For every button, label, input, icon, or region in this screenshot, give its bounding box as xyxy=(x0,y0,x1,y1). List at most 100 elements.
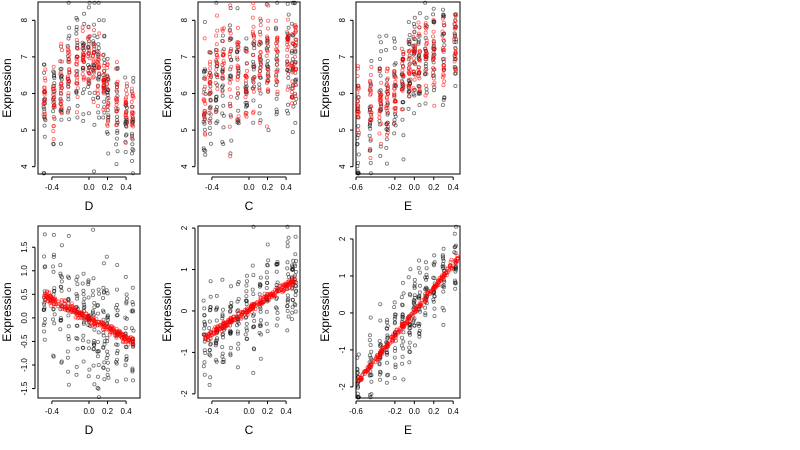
observed-point xyxy=(293,309,298,314)
fitted-point xyxy=(410,314,415,319)
observed-point xyxy=(393,362,398,367)
fitted-point xyxy=(453,50,458,55)
observed-point xyxy=(95,339,100,344)
observed-point xyxy=(369,373,374,378)
observed-point xyxy=(91,276,96,281)
observed-point xyxy=(227,309,232,314)
fitted-point xyxy=(384,109,389,114)
observed-point xyxy=(52,252,57,257)
fitted-point xyxy=(228,49,233,54)
fitted-point xyxy=(396,329,401,334)
fitted-point xyxy=(86,36,91,41)
fitted-point xyxy=(129,135,134,140)
observed-point xyxy=(257,330,262,335)
observed-point xyxy=(442,96,447,101)
fitted-point xyxy=(214,33,219,38)
fitted-point xyxy=(75,46,80,51)
fitted-point xyxy=(51,129,56,134)
observed-point xyxy=(95,35,100,40)
observed-point xyxy=(74,27,79,32)
fitted-point xyxy=(368,137,373,142)
fitted-point xyxy=(208,88,213,93)
fitted-point xyxy=(102,72,107,77)
observed-point xyxy=(214,0,219,5)
observed-point xyxy=(124,292,129,297)
observed-point xyxy=(384,145,389,150)
observed-point xyxy=(202,326,207,331)
fitted-point xyxy=(417,48,422,53)
observed-point xyxy=(377,372,382,377)
x-axis-title: D xyxy=(85,423,94,437)
observed-point xyxy=(42,171,47,176)
fitted-point xyxy=(416,33,421,38)
observed-point xyxy=(95,385,100,390)
observed-point xyxy=(236,279,241,284)
fitted-point xyxy=(251,6,256,11)
y-axis-title: Expression xyxy=(160,282,174,341)
fitted-point xyxy=(281,288,286,293)
observed-point xyxy=(59,288,64,293)
fitted-point xyxy=(228,154,233,159)
fitted-point xyxy=(243,88,248,93)
observed-point xyxy=(264,309,269,314)
fitted-point xyxy=(377,67,382,72)
fitted-point xyxy=(257,88,262,93)
observed-point xyxy=(105,56,110,61)
observed-point xyxy=(65,349,70,354)
observed-point xyxy=(265,62,270,67)
fitted-point xyxy=(432,80,437,85)
observed-point xyxy=(115,342,120,347)
fitted-point xyxy=(386,124,391,129)
fitted-point xyxy=(250,79,255,84)
fitted-point xyxy=(108,324,113,329)
observed-point xyxy=(202,348,207,353)
observed-point xyxy=(124,299,129,304)
observed-point xyxy=(412,343,417,348)
observed-point xyxy=(356,395,361,400)
fitted-point xyxy=(368,72,373,77)
plot-frame xyxy=(197,1,301,175)
observed-point xyxy=(453,84,458,89)
observed-point xyxy=(378,318,383,323)
fitted-point xyxy=(423,30,428,35)
fitted-point xyxy=(378,98,383,103)
observed-point xyxy=(411,36,416,41)
fitted-point xyxy=(67,70,72,75)
fitted-point xyxy=(81,57,86,62)
observed-point xyxy=(453,281,458,286)
fitted-point xyxy=(105,62,110,67)
fitted-point xyxy=(208,97,213,102)
observed-point xyxy=(368,148,373,153)
observed-point xyxy=(227,23,232,28)
fitted-point xyxy=(251,89,256,94)
observed-point xyxy=(293,101,298,106)
observed-point xyxy=(264,285,269,290)
x-tick-label: 0.4 xyxy=(281,407,293,416)
observed-point xyxy=(81,359,86,364)
fitted-point xyxy=(412,77,417,82)
observed-point xyxy=(274,110,279,115)
fitted-point xyxy=(424,57,429,62)
observed-point xyxy=(229,58,234,63)
observed-point xyxy=(131,302,136,307)
observed-point xyxy=(75,17,80,22)
fitted-point xyxy=(453,19,458,24)
fitted-point xyxy=(290,41,295,46)
observed-point xyxy=(101,365,106,370)
fitted-point xyxy=(100,322,105,327)
observed-point xyxy=(423,305,428,310)
fitted-point xyxy=(441,49,446,54)
fitted-point xyxy=(220,53,225,58)
fitted-point xyxy=(244,75,249,80)
observed-point xyxy=(80,91,85,96)
fitted-point xyxy=(124,112,129,117)
fitted-point xyxy=(407,55,412,60)
y-axis: 4 5 6 7 8 xyxy=(20,18,36,169)
panel-1: -0.4 0.0 0.2 0.4 D 4 5 6 7 8 Expression xyxy=(0,0,141,213)
observed-point xyxy=(207,326,212,331)
observed-point xyxy=(90,293,95,298)
observed-point xyxy=(214,336,219,341)
observed-point xyxy=(227,101,232,106)
fitted-point xyxy=(207,81,212,86)
fitted-point xyxy=(129,86,134,91)
